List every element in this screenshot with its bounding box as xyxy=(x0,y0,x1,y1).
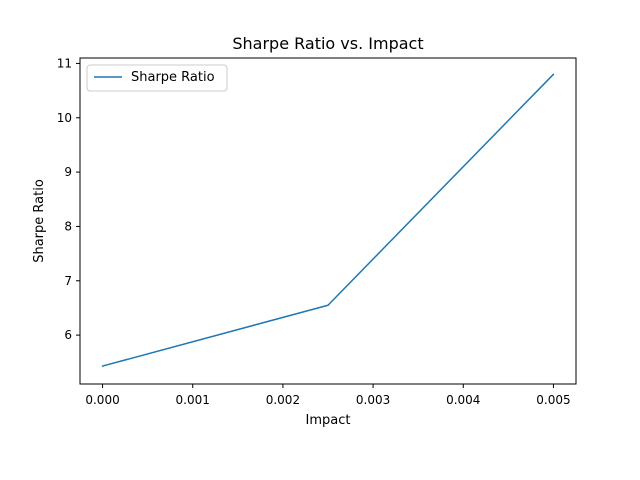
y-axis-ticks: 6 7 8 9 10 11 xyxy=(57,56,80,342)
x-tick-label: 0.000 xyxy=(85,393,119,407)
series-layer xyxy=(101,73,555,367)
x-tick-label: 0.003 xyxy=(356,393,390,407)
data-point xyxy=(101,365,104,367)
y-tick-label: 7 xyxy=(64,274,72,288)
x-tick-label: 0.002 xyxy=(266,393,300,407)
legend: Sharpe Ratio xyxy=(86,64,228,92)
y-axis-label: Sharpe Ratio xyxy=(32,179,47,263)
data-point xyxy=(327,304,329,306)
legend-box xyxy=(86,64,228,92)
x-axis-ticks: 0.000 0.001 0.002 0.003 0.004 0.005 xyxy=(85,384,571,407)
y-tick-label: 8 xyxy=(64,219,72,233)
data-point xyxy=(552,73,555,76)
plot-area xyxy=(79,57,577,385)
x-tick-label: 0.005 xyxy=(536,393,570,407)
y-tick-label: 6 xyxy=(64,328,72,342)
y-tick-label: 10 xyxy=(57,111,72,125)
chart-title: Sharpe Ratio vs. Impact xyxy=(232,34,423,53)
x-tick-label: 0.001 xyxy=(176,393,210,407)
y-tick-label: 9 xyxy=(64,165,72,179)
axes-frame xyxy=(79,57,577,385)
x-tick-label: 0.004 xyxy=(446,393,480,407)
legend-label-sharpe-ratio: Sharpe Ratio xyxy=(131,70,215,85)
y-tick-label: 11 xyxy=(57,56,72,70)
x-axis-label: Impact xyxy=(306,413,351,428)
